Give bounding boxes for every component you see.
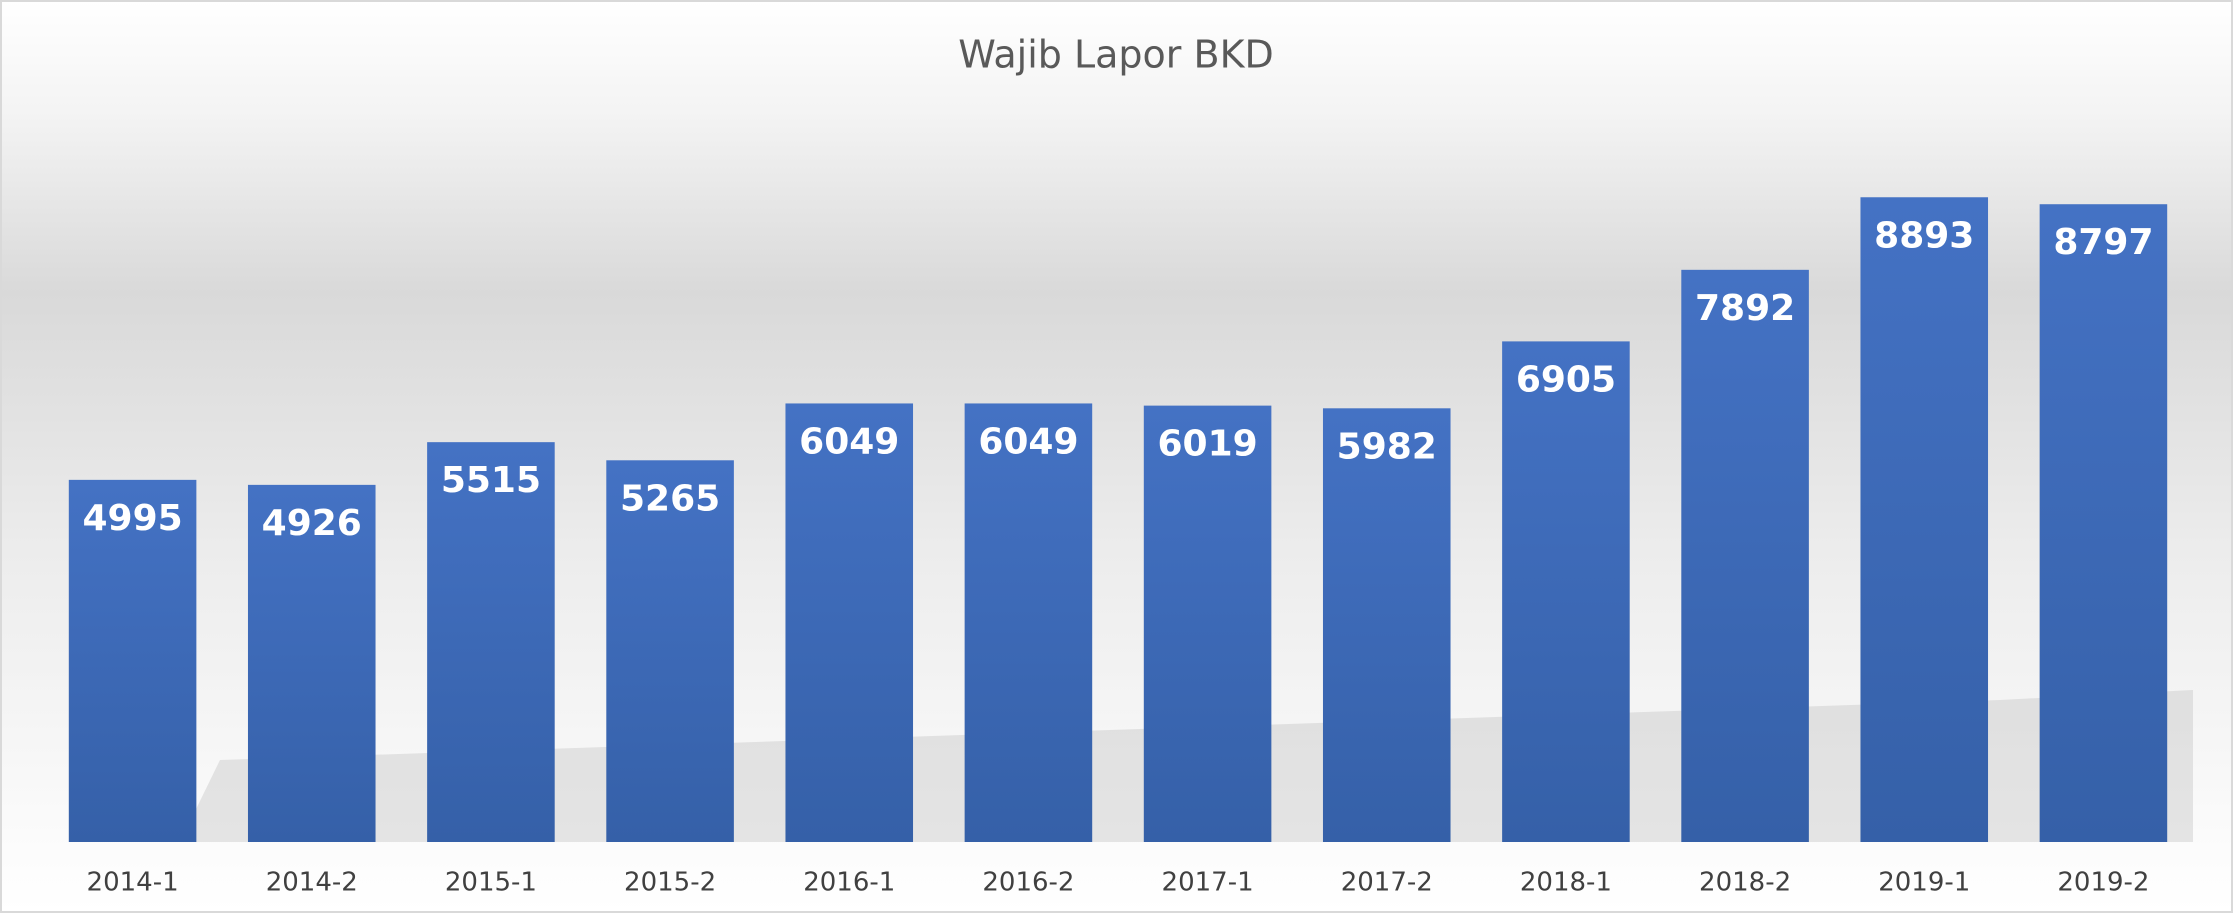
x-tick-label: 2015-1 (445, 868, 537, 898)
bar (1860, 197, 1989, 842)
bar (427, 442, 555, 842)
chart-title: Wajib Lapor BKD (958, 33, 1274, 77)
bar (2039, 204, 2168, 842)
x-tick-label: 2014-2 (266, 868, 358, 898)
data-label: 6019 (1157, 424, 1257, 465)
x-tick-label: 2019-1 (1878, 868, 1970, 898)
data-label: 6905 (1516, 359, 1616, 400)
data-label: 5515 (441, 460, 541, 501)
bar (1143, 405, 1272, 842)
data-label: 8797 (2053, 222, 2153, 263)
x-tick-label: 2018-1 (1520, 868, 1612, 898)
x-tick-label: 2016-2 (982, 868, 1074, 898)
x-tick-label: 2016-1 (803, 868, 895, 898)
data-label: 4926 (262, 503, 362, 544)
data-label: 6049 (799, 421, 899, 462)
x-tick-label: 2014-1 (87, 868, 179, 898)
data-label: 6049 (978, 421, 1078, 462)
data-label: 5265 (620, 478, 720, 519)
x-tick-label: 2017-1 (1162, 868, 1254, 898)
x-tick-label: 2017-2 (1341, 868, 1433, 898)
bar (606, 460, 734, 842)
bar (1502, 341, 1630, 842)
data-label: 7892 (1695, 288, 1795, 329)
x-tick-label: 2019-2 (2057, 868, 2149, 898)
x-tick-label: 2015-2 (624, 868, 716, 898)
bar (68, 479, 197, 842)
bar (247, 484, 376, 842)
bar (1681, 269, 1809, 843)
data-label: 4995 (82, 498, 182, 539)
data-label: 8893 (1874, 215, 1974, 256)
bar (1322, 408, 1451, 842)
data-label: 5982 (1337, 426, 1437, 467)
x-tick-label: 2018-2 (1699, 868, 1791, 898)
bar (785, 403, 914, 842)
bar (964, 403, 1093, 842)
